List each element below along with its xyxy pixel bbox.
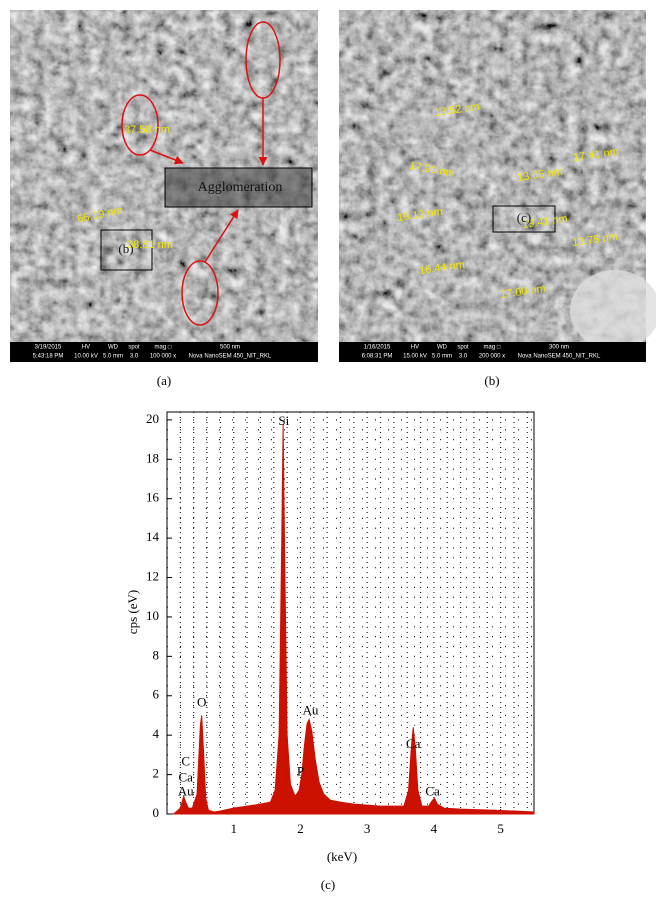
info-text: mag □ xyxy=(484,345,501,351)
info-text: 1/16/2015 xyxy=(364,345,391,351)
caption: (a) xyxy=(157,373,171,388)
info-text: 5:43:18 PM xyxy=(33,354,64,360)
info-text: HV xyxy=(82,345,90,351)
arrow xyxy=(204,209,239,263)
info-text: 6:08:31 PM xyxy=(362,354,393,360)
info-text: 3/19/2015 xyxy=(35,345,62,351)
peak-label: Si xyxy=(278,413,289,428)
info-text: spot xyxy=(457,345,469,351)
info-text: 5.0 mm xyxy=(103,354,123,360)
x-tick-label: 5 xyxy=(497,821,504,836)
scale-text: 300 nm xyxy=(549,345,569,351)
plot-area xyxy=(166,411,535,815)
peak-label: Ca xyxy=(425,783,440,798)
info-text: HV xyxy=(411,345,419,351)
arrow xyxy=(149,149,184,165)
label-box xyxy=(492,205,556,233)
y-tick-label: 20 xyxy=(146,411,159,426)
info-text: 15.00 kV xyxy=(403,354,427,360)
x-axis-label: (keV) xyxy=(327,849,357,864)
y-tick-label: 4 xyxy=(153,726,160,741)
peak-label: Au xyxy=(178,783,194,798)
label-box xyxy=(100,229,153,271)
size-label: 38.81 nm xyxy=(127,239,173,251)
particle xyxy=(570,270,656,350)
caption: (b) xyxy=(484,373,499,388)
peak-label: Au xyxy=(303,703,319,718)
box-label: (c) xyxy=(517,210,531,225)
size-label: 37.58 nm xyxy=(124,124,170,136)
x-tick-label: 1 xyxy=(230,821,237,836)
y-tick-label: 8 xyxy=(153,647,160,662)
peak-label: O xyxy=(197,695,206,710)
info-text: 100 000 x xyxy=(150,354,176,360)
info-text: 3.0 xyxy=(130,354,139,360)
info-text: Nova NanoSEM 450_NIT_RKL xyxy=(189,354,272,360)
info-text: Nova NanoSEM 450_NIT_RKL xyxy=(518,354,601,360)
info-text: 200 000 x xyxy=(479,354,505,360)
caption: (c) xyxy=(321,877,335,892)
box-label: (b) xyxy=(118,241,133,256)
y-tick-label: 14 xyxy=(146,529,160,544)
marker-ellipse xyxy=(121,94,159,156)
grid xyxy=(167,412,534,814)
y-tick-label: 6 xyxy=(153,687,160,702)
peak-label: C xyxy=(181,754,190,769)
box-label: Agglomeration xyxy=(198,180,283,195)
y-tick-label: 16 xyxy=(146,490,160,505)
label-box xyxy=(164,167,313,208)
y-tick-label: 10 xyxy=(146,608,159,623)
info-text: spot xyxy=(128,345,140,351)
info-text: WD xyxy=(108,345,119,351)
y-axis-label: cps (eV) xyxy=(125,590,140,634)
info-text: mag □ xyxy=(155,345,172,351)
info-text: 3.0 xyxy=(459,354,468,360)
info-text: 5.0 mm xyxy=(432,354,452,360)
y-tick-label: 12 xyxy=(146,569,159,584)
y-tick-label: 0 xyxy=(153,805,160,820)
y-tick-label: 18 xyxy=(146,450,159,465)
x-tick-label: 3 xyxy=(364,821,371,836)
peak-label: Ca xyxy=(406,736,421,751)
spectrum-area xyxy=(172,423,535,815)
info-text: 10.00 kV xyxy=(74,354,98,360)
info-bar xyxy=(339,342,646,362)
info-text: WD xyxy=(437,345,448,351)
x-tick-label: 4 xyxy=(431,821,438,836)
peak-label: P xyxy=(297,764,304,779)
marker-ellipse xyxy=(181,260,219,326)
y-tick-label: 2 xyxy=(153,766,160,781)
x-tick-label: 2 xyxy=(297,821,304,836)
info-bar xyxy=(10,342,318,362)
peak-label: Ca xyxy=(178,770,193,785)
scale-text: 500 nm xyxy=(220,345,240,351)
